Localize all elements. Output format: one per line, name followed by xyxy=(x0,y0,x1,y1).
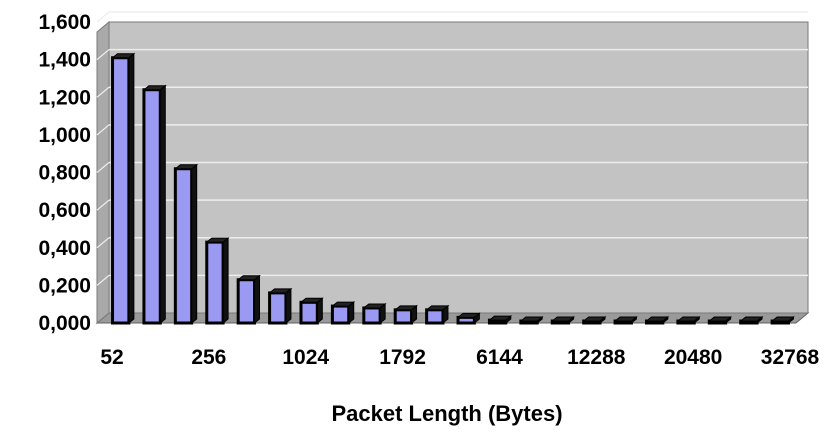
bar xyxy=(739,315,764,325)
x-tick-label: 1792 xyxy=(379,346,426,369)
bar xyxy=(425,304,450,325)
y-tick-label: 1,600 xyxy=(38,11,91,34)
gridline-side xyxy=(96,11,110,23)
bar xyxy=(299,297,324,325)
gridline-side xyxy=(96,86,110,98)
bar xyxy=(676,315,701,325)
gridline-side xyxy=(96,274,110,286)
bar xyxy=(236,274,261,325)
y-tick-label: 0,800 xyxy=(38,162,91,185)
bar xyxy=(173,163,199,325)
y-tick-label: 0,000 xyxy=(38,312,91,335)
bar xyxy=(519,315,544,325)
x-axis-label: Packet Length (Bytes) xyxy=(331,401,562,426)
x-tick-label: 1024 xyxy=(282,346,329,369)
y-tick-label: 0,400 xyxy=(38,237,91,260)
y-axis-ticks: 0,000 0,200 0,400 0,600 0,800 1,000 1,200 1,400… xyxy=(38,11,91,335)
bars xyxy=(111,52,795,325)
y-tick-label: 0,600 xyxy=(38,199,91,222)
y-tick-label: 0,200 xyxy=(38,274,91,297)
bar xyxy=(770,315,795,325)
gridline-side xyxy=(96,124,110,136)
x-axis-ticks: 52 256 1024 1792 6144 12288 20480 32768 xyxy=(100,346,819,369)
x-tick-label: 20480 xyxy=(664,346,722,369)
bar xyxy=(330,301,356,325)
bar xyxy=(205,237,230,325)
x-tick-label: 6144 xyxy=(476,346,523,369)
bar xyxy=(268,287,293,325)
bar xyxy=(362,302,387,325)
gridline-side xyxy=(96,162,110,173)
plot-floor xyxy=(95,312,810,324)
bar xyxy=(142,84,167,325)
plot-side-wall xyxy=(96,20,110,325)
bar xyxy=(613,315,638,325)
bar xyxy=(487,315,513,325)
gridline-side xyxy=(96,49,110,61)
y-tick-label: 1,200 xyxy=(38,86,91,109)
y-tick-label: 1,400 xyxy=(38,49,91,72)
x-tick-label: 12288 xyxy=(567,346,626,369)
plot-area xyxy=(95,11,810,325)
bar xyxy=(644,315,670,325)
x-tick-label: 32768 xyxy=(761,346,820,369)
x-tick-label: 52 xyxy=(100,346,123,369)
bar xyxy=(111,52,136,325)
x-tick-label: 256 xyxy=(191,346,226,369)
gridline-side xyxy=(96,199,110,211)
bar xyxy=(582,315,607,325)
gridline-side xyxy=(96,237,110,249)
bar xyxy=(393,304,418,325)
bar xyxy=(707,315,733,325)
y-tick-label: 1,000 xyxy=(38,124,91,147)
bar xyxy=(456,312,481,325)
bar xyxy=(550,315,576,325)
